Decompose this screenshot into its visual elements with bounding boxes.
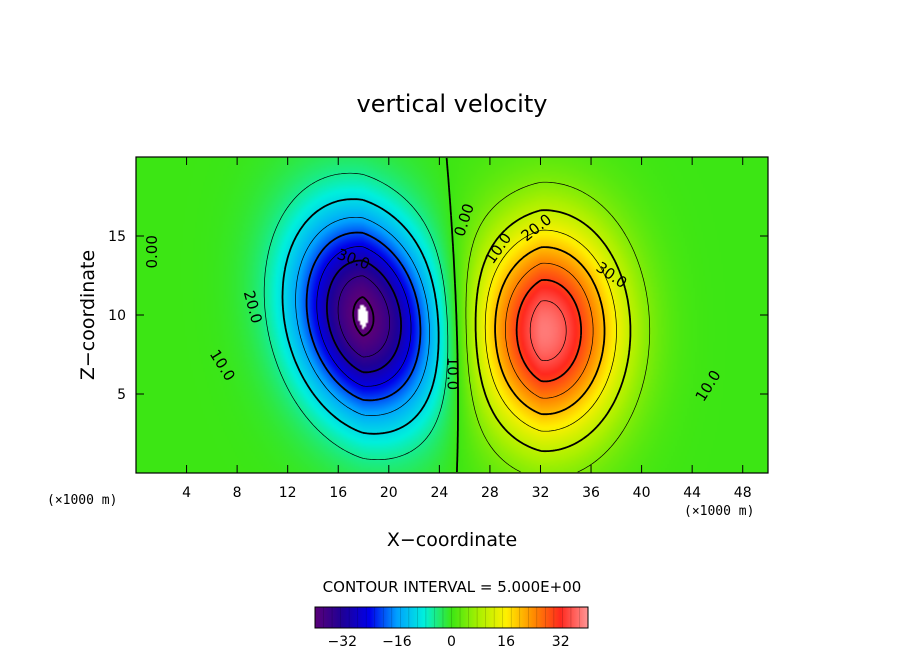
colorbar-tick-label: 16 [497, 634, 515, 650]
x-tick-label: 12 [279, 485, 297, 501]
x-unit-label-left: (×1000 m) [47, 493, 117, 508]
y-tick-label: 10 [108, 308, 126, 324]
contour-line [484, 229, 617, 432]
contour-label: 0.00 [143, 235, 161, 268]
contour-line [316, 246, 412, 387]
contour-interval-text: CONTOUR INTERVAL = 5.000E+00 [323, 578, 582, 596]
colorbar-tick-label: 32 [552, 634, 570, 650]
contour-line [281, 198, 440, 435]
x-tick-label: 36 [582, 485, 600, 501]
contour-line [505, 262, 594, 399]
x-tick-label: 8 [233, 485, 242, 501]
velocity-field-image [136, 157, 768, 473]
contour-line [326, 259, 402, 374]
x-tick-label: 4 [182, 485, 191, 501]
colorbar-tick-label: −32 [328, 634, 358, 650]
x-tick-label: 48 [734, 485, 752, 501]
y-tick-label: 15 [108, 229, 126, 245]
chart-title: vertical velocity [357, 90, 548, 118]
y-axis-title: Z−coordinate [77, 250, 99, 380]
x-unit-label-right: (×1000 m) [684, 504, 754, 519]
colorbar-tick-label: −16 [382, 634, 412, 650]
colorbar-tick-label: 0 [447, 634, 456, 650]
plot-area: 0.000.0010.020.030.010.010.020.030.010.0… [108, 156, 769, 501]
x-tick-label: 40 [633, 485, 651, 501]
x-axis-title: X−coordinate [387, 529, 517, 551]
contour-line [352, 296, 375, 337]
contour-label: 10.0 [444, 357, 462, 390]
x-tick-label: 44 [683, 485, 701, 501]
x-tick-label: 16 [329, 485, 347, 501]
colorbar: −32 −16 0 16 32 [314, 606, 589, 650]
contour-line [263, 172, 449, 461]
contour-line [474, 209, 632, 453]
x-tick-label: 20 [380, 485, 398, 501]
contour-line [515, 279, 582, 383]
contour-lines [263, 157, 651, 473]
contour-line [465, 181, 651, 473]
contour-line [529, 300, 567, 361]
contour-line [295, 216, 430, 416]
x-tick-label: 32 [532, 485, 550, 501]
contour-line [305, 231, 422, 402]
x-tick-label: 28 [481, 485, 499, 501]
y-tick-label: 5 [117, 387, 126, 403]
y-axis-ticks: 5 10 15 [108, 229, 768, 403]
x-tick-label: 24 [430, 485, 448, 501]
contour-line [445, 157, 459, 473]
x-axis-ticks: 4 8 12 16 20 24 28 32 36 40 44 48 [182, 157, 752, 501]
colorbar-gradient [314, 606, 589, 629]
contour-line [494, 246, 606, 416]
colorbar-ticks: −32 −16 0 16 32 [323, 607, 580, 650]
contour-line [337, 275, 390, 358]
